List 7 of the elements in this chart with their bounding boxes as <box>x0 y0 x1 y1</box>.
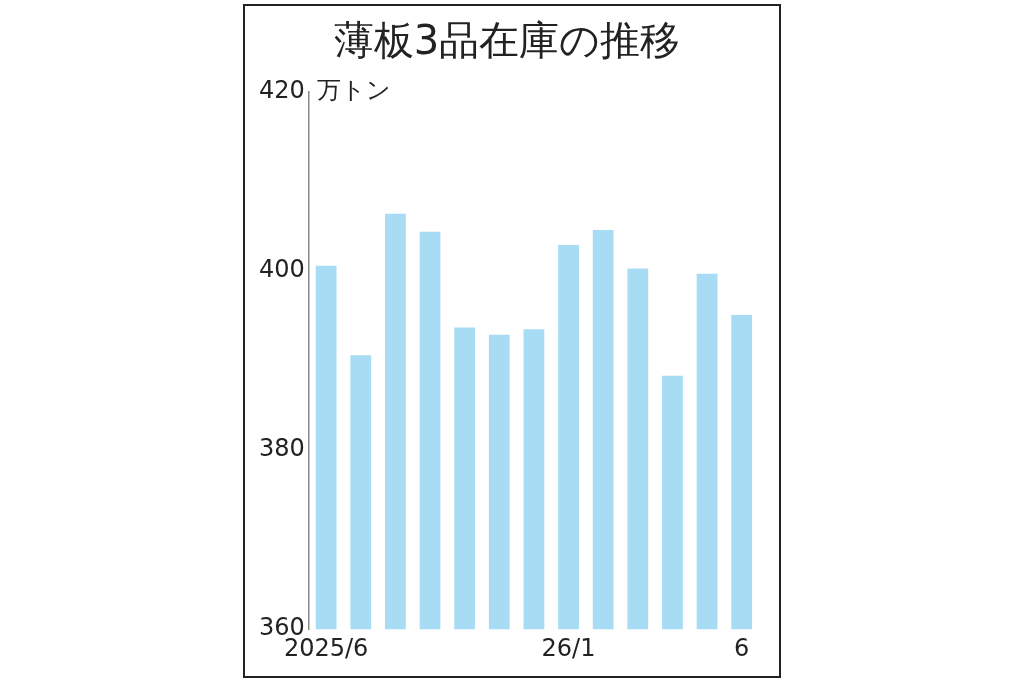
y-tick-label: 420 <box>259 76 305 105</box>
x-tick-label: 6 <box>734 633 750 662</box>
y-tick-label: 380 <box>259 434 305 463</box>
y-tick-label: 400 <box>259 255 305 284</box>
chart-title: 薄板3品在庫の推移 <box>333 17 681 64</box>
y-axis-title: 万トン <box>316 76 391 105</box>
x-tick-label: 26/1 <box>541 633 596 662</box>
